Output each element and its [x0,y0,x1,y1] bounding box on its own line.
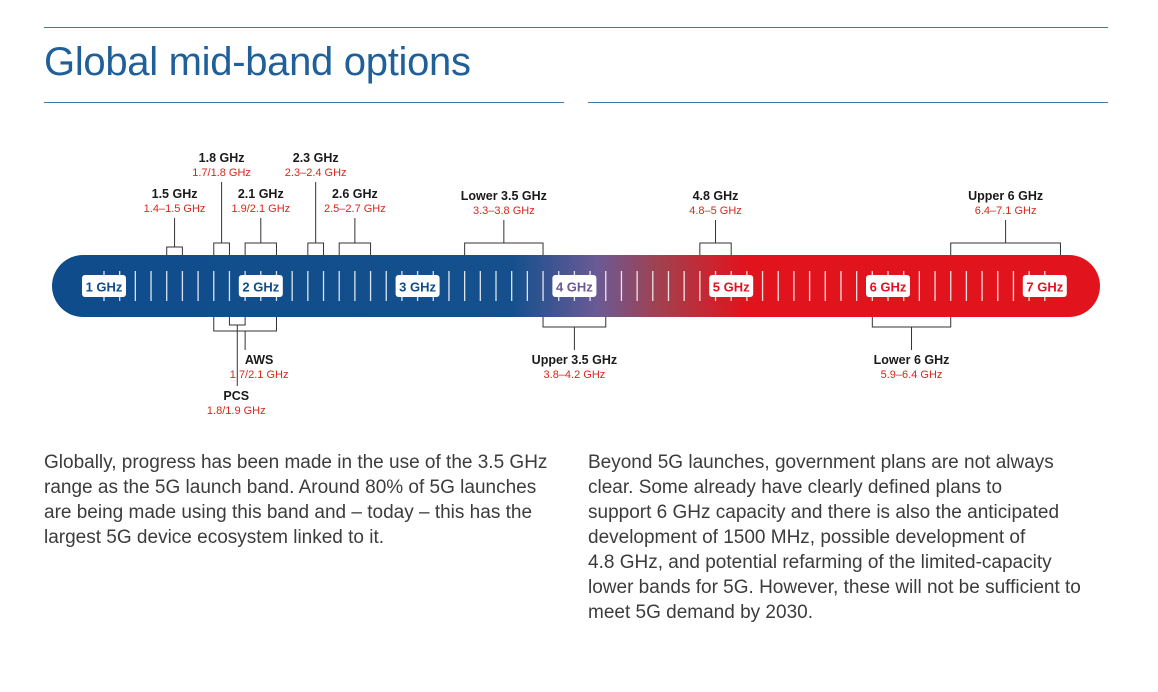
paragraph-line: support 6 GHz capacity and there is also… [588,502,1060,523]
body-text-left: Globally, progress has been made in the … [44,450,547,550]
band-range: 5.9–6.4 GHz [881,369,943,381]
band-range: 3.8–4.2 GHz [544,369,606,381]
ghz-marker-bg [709,275,754,297]
ghz-marker-bg [552,275,597,297]
band-bracket [464,242,544,255]
band-name: AWS [245,353,273,367]
ghz-marker-label: 6 GHz [870,280,907,295]
band-bracket [228,317,246,326]
band-range: 1.8/1.9 GHz [207,405,266,417]
ghz-marker-label: 7 GHz [1026,280,1063,295]
page-title: Global mid-band options [44,40,471,84]
band-bracket [699,242,732,255]
paragraph-line: Globally, progress has been made in the … [44,452,548,473]
ghz-marker-bg [238,275,283,297]
band-bracket [950,242,1061,255]
spectrum-diagram: 1 GHz 2 GHz 3 GHz 4 GHz 5 GHz 6 GHz 7 GHz 1.8 … [52,151,1100,417]
band-bracket [307,242,325,255]
band-bracket [166,246,183,255]
ghz-marker-label: 2 GHz [242,280,279,295]
ghz-marker-bg [1022,275,1067,297]
band-range: 4.8–5 GHz [689,205,742,217]
paragraph-line: clear. Some already have clearly defined… [588,477,1003,498]
ghz-marker-label: 4 GHz [556,280,593,295]
band-name: Lower 6 GHz [874,353,950,367]
ghz-marker-bg [866,275,910,297]
ghz-marker-label: 1 GHz [86,280,123,295]
band-bracket [871,317,952,328]
band-labels: 1.8 GHz 1.7/1.8 GHz 2.3 GHz 2.3–2.4 GHz 1.5 … [144,151,1043,417]
paragraph-line: lower bands for 5G. However, these will … [588,577,1081,598]
band-name: Upper 3.5 GHz [532,353,617,367]
band-name: 2.1 GHz [238,187,284,201]
band-name: PCS [223,389,249,403]
band-name: 1.5 GHz [152,187,198,201]
ghz-marker-label: 5 GHz [713,280,750,295]
band-range: 6.4–7.1 GHz [975,205,1037,217]
body-text-right: Beyond 5G launches, government plans are… [588,450,1081,625]
band-range: 2.3–2.4 GHz [285,167,347,179]
paragraph-line: Beyond 5G launches, government plans are… [588,452,1054,473]
band-brackets [166,182,1061,386]
band-name: 2.3 GHz [293,151,339,165]
top-rule [44,27,1108,28]
ghz-marker-bg [82,275,126,297]
paragraph-line: 4.8 GHz, and potential refarming of the … [588,552,1052,573]
band-range: 2.5–2.7 GHz [324,203,386,215]
band-name: Lower 3.5 GHz [461,189,547,203]
ghz-markers: 1 GHz 2 GHz 3 GHz 4 GHz 5 GHz 6 GHz 7 GHz [82,275,1067,297]
band-range: 1.4–1.5 GHz [144,203,206,215]
band-bracket [244,242,277,255]
paragraph-line: meet 5G demand by 2030. [588,602,813,623]
paragraph-line: are being made using this band and – tod… [44,502,533,523]
title-rule-right [588,102,1108,103]
title-rule-left [44,102,564,103]
paragraph-line: largest 5G device ecosystem linked to it… [44,527,385,548]
band-name: Upper 6 GHz [968,189,1043,203]
ghz-marker-label: 3 GHz [399,280,436,295]
band-range: 1.9/2.1 GHz [231,203,290,215]
band-bracket [213,242,230,255]
band-range: 1.7/2.1 GHz [230,369,289,381]
band-name: 1.8 GHz [199,151,245,165]
ghz-marker-bg [395,275,440,297]
band-bracket [542,317,607,328]
band-name: 4.8 GHz [693,189,739,203]
paragraph-line: range as the 5G launch band. Around 80% … [44,477,537,498]
paragraph-line: development of 1500 MHz, possible develo… [588,527,1026,548]
band-range: 1.7/1.8 GHz [192,167,251,179]
band-range: 3.3–3.8 GHz [473,205,535,217]
band-name: 2.6 GHz [332,187,378,201]
band-bracket [338,242,372,255]
